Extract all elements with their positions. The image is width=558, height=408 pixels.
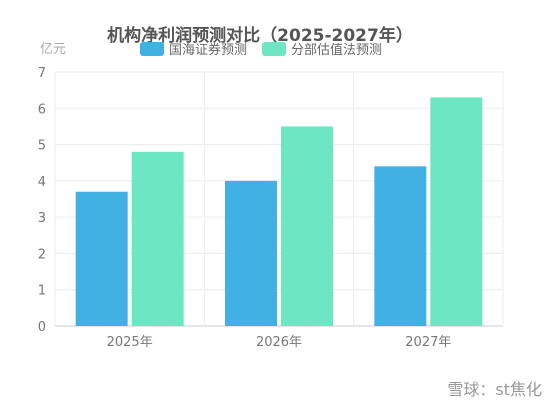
legend-label-guohai: 国海证券预测	[169, 42, 247, 58]
grid-layer	[54, 71, 504, 327]
y-tick-label: 0	[38, 320, 46, 335]
y-tick-label: 4	[38, 175, 46, 190]
y-tick-label: 1	[38, 284, 46, 299]
y-tick-label: 6	[38, 102, 46, 117]
legend-item-fenbu[interactable]: 分部估值法预测	[262, 42, 382, 58]
legend-swatch-guohai	[140, 42, 164, 56]
y-tick-label: 3	[38, 211, 46, 226]
bar-fenbu-0[interactable]	[131, 151, 184, 326]
y-tick-label: 7	[38, 66, 46, 81]
x-tick-label: 2025年	[107, 335, 153, 350]
y-tick-label: 5	[38, 139, 46, 154]
bar-fenbu-1[interactable]	[281, 126, 333, 326]
bar-layer	[75, 97, 483, 327]
watermark-text: 雪球：st焦化	[447, 380, 542, 399]
bar-fenbu-2[interactable]	[430, 97, 483, 327]
legend[interactable]: 国海证券预测 分部估值法预测	[140, 42, 382, 58]
y-axis-unit-label: 亿元	[40, 42, 66, 57]
legend-item-guohai[interactable]: 国海证券预测	[140, 42, 247, 58]
bar-guohai-2[interactable]	[374, 166, 427, 326]
x-tick-label: 2026年	[256, 335, 302, 350]
y-tick-label: 2	[38, 247, 46, 262]
axis-layer: 0 1 2 3 4 5 6 7 2025年 2026年 2027年	[38, 66, 452, 350]
bar-guohai-0[interactable]	[75, 191, 128, 326]
legend-label-fenbu: 分部估值法预测	[291, 42, 382, 58]
x-tick-label: 2027年	[405, 335, 451, 350]
legend-swatch-fenbu	[262, 42, 286, 56]
bar-guohai-1[interactable]	[225, 180, 277, 326]
chart-title: 机构净利润预测对比（2025-2027年）	[107, 25, 413, 46]
